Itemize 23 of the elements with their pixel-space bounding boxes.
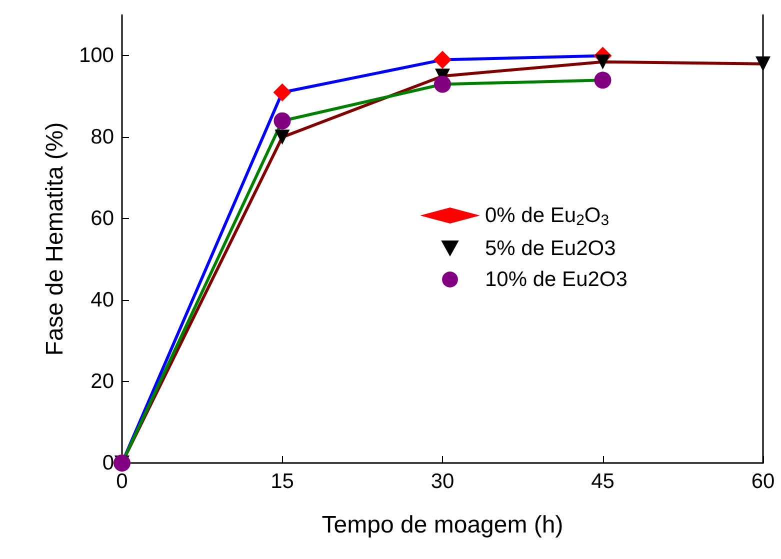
y-tick-label: 60: [90, 207, 114, 230]
x-axis-title: Tempo de moagem (h): [322, 512, 564, 538]
point: [594, 72, 612, 89]
point: [273, 83, 292, 102]
x-tick-label: 45: [591, 470, 614, 493]
x-tick-label: 30: [430, 470, 454, 493]
y-tick-label: 80: [90, 126, 114, 149]
point: [274, 112, 291, 130]
y-tick-label: 20: [90, 370, 114, 394]
y-tick-label: 0: [102, 452, 114, 474]
y-tick-label: 100: [78, 44, 114, 68]
legend-label: 5% de Eu2O3: [485, 237, 616, 260]
point: [595, 54, 610, 70]
x-tick-label: 0: [116, 470, 128, 493]
x-tick-label: 15: [270, 470, 294, 493]
point: [274, 130, 290, 145]
x-tick-label: 60: [751, 470, 775, 493]
point: [434, 76, 451, 93]
legend-label: 10% de Eu2O3: [485, 268, 628, 291]
y-tick-label: 40: [90, 288, 114, 312]
y-axis-title: Fase de Hematita (%): [42, 122, 68, 356]
point: [434, 50, 452, 69]
point: [756, 56, 770, 72]
